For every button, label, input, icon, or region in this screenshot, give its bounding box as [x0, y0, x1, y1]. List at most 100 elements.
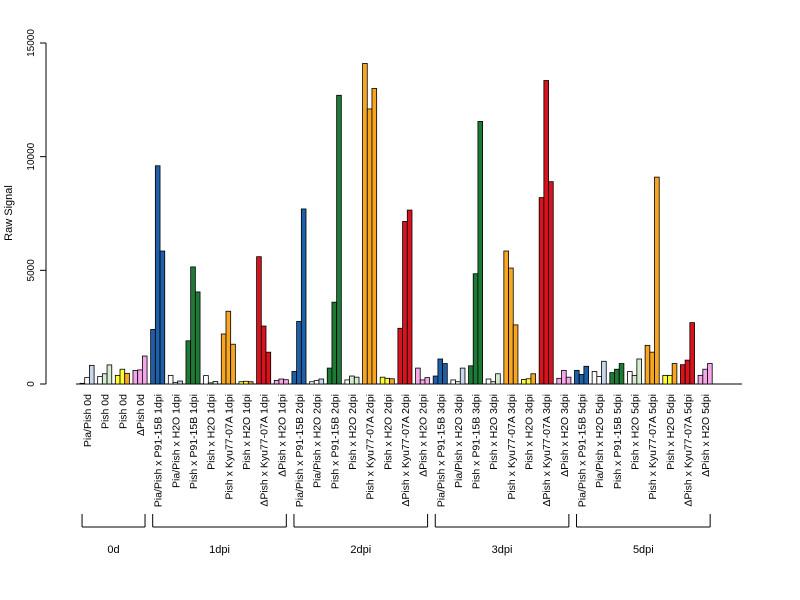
x-tick-label: ΔPish x Kyu77-07A 5dpi [682, 394, 694, 507]
bar [291, 371, 298, 385]
bar [296, 321, 302, 385]
bar [707, 363, 713, 385]
x-tick-label: Pish x Kyu77-07A 5dpi [647, 394, 659, 500]
bar [362, 63, 368, 385]
bar [609, 372, 615, 385]
bar [331, 301, 338, 385]
bar [459, 367, 466, 385]
bar [432, 375, 439, 385]
bar [490, 381, 496, 385]
bar [384, 377, 391, 385]
bar [543, 80, 549, 385]
bar [366, 108, 373, 385]
x-tick-label: Pia/Pish x P91-15B 2dpi [294, 394, 306, 507]
bar [379, 376, 386, 385]
group-brackets: 0d 1dpi 2dpi 3dpi 5dpi [81, 514, 711, 556]
bar [614, 368, 620, 385]
group-label: 2dpi [350, 544, 371, 556]
group-label: 0d [107, 544, 119, 556]
group-label: 3dpi [492, 544, 513, 556]
x-axis: Pia/Pish 0d Pish 0d Pish 0d ΔPish 0d Pia/Pis… [82, 394, 712, 507]
bar [238, 381, 245, 385]
bar [106, 364, 113, 385]
bar [349, 375, 355, 385]
bar [300, 208, 307, 385]
bar [601, 360, 607, 385]
bar [680, 364, 686, 385]
x-tick-label: ΔPish x H2O 2dpi [418, 394, 430, 477]
bar [154, 165, 161, 385]
x-tick-label: Pia/Pish x P91-15B 3dpi [435, 394, 447, 507]
x-tick-label: Pish x H2O 1dpi [241, 394, 253, 470]
bar [89, 364, 95, 385]
bar [150, 329, 156, 385]
bar [671, 363, 678, 385]
bar [247, 381, 254, 385]
x-tick-label: Pia/Pish x H2O 1dpi [170, 394, 182, 488]
bar [256, 256, 262, 385]
x-tick-label: Pish x P91-15B 3dpi [471, 394, 483, 489]
bar [644, 344, 651, 385]
x-tick-label: Pish x Kyu77-07A 1dpi [223, 394, 235, 500]
bar [437, 358, 443, 385]
group-label: 1dpi [209, 544, 230, 556]
x-tick-label: ΔPish x Kyu77-07A 1dpi [259, 394, 271, 507]
bar [565, 376, 572, 385]
bar [185, 340, 192, 385]
bar [402, 221, 408, 385]
bar [309, 381, 315, 385]
bar [84, 377, 90, 385]
bar [702, 368, 708, 385]
x-tick-label: Pish x P91-15B 5dpi [612, 394, 624, 489]
bar [283, 379, 289, 385]
bar [654, 176, 660, 385]
bar [278, 378, 285, 385]
bar [389, 378, 395, 385]
bar [627, 371, 633, 385]
bar [667, 374, 673, 385]
y-axis: 0 5000 10000 15000 [26, 29, 47, 387]
x-tick-label: ΔPish x H2O 5dpi [700, 394, 712, 477]
bar [344, 379, 350, 385]
bar [177, 380, 183, 385]
bar [137, 369, 143, 385]
bar [313, 380, 320, 385]
x-tick-label: Pish x H2O 2dpi [347, 394, 359, 470]
bar [525, 378, 532, 385]
bar [442, 363, 448, 385]
bar [419, 379, 426, 385]
y-tick-label: 0 [26, 381, 37, 387]
x-tick-label: Pish x H2O 5dpi [630, 394, 642, 470]
bar [159, 250, 166, 385]
bar [477, 121, 484, 385]
bar [697, 374, 704, 385]
x-tick-label: Pish x H2O 3dpi [524, 394, 536, 470]
bar [230, 343, 236, 385]
y-tick-label: 10000 [26, 142, 37, 170]
x-tick-label: Pish 0d [100, 394, 112, 429]
bar [450, 379, 456, 385]
plot-area [76, 63, 742, 385]
x-tick-label: Pish x H2O 5dpi [665, 394, 677, 470]
x-tick-label: ΔPish x Kyu77-07A 2dpi [400, 394, 412, 507]
bar [194, 291, 201, 385]
bar [596, 376, 602, 385]
bar [97, 376, 103, 385]
bar [649, 351, 655, 385]
bar [684, 359, 691, 385]
bar [591, 371, 598, 385]
x-tick-label: ΔPish x Kyu77-07A 3dpi [541, 394, 553, 507]
x-tick-label: Pia/Pish x P91-15B 1dpi [153, 394, 165, 507]
bar [415, 367, 421, 385]
x-tick-label: Pish x P91-15B 2dpi [329, 394, 341, 489]
bar [508, 267, 514, 385]
bar [167, 374, 174, 385]
bar [132, 369, 139, 385]
x-tick-label: Pia/Pish x H2O 5dpi [594, 394, 606, 488]
bar [662, 374, 668, 385]
bar [578, 374, 585, 385]
bar [468, 365, 474, 385]
x-tick-label: Pish x H2O 2dpi [382, 394, 394, 470]
x-tick-label: Pish x Kyu77-07A 2dpi [365, 394, 377, 500]
x-tick-label: ΔPish x H2O 3dpi [559, 394, 571, 477]
